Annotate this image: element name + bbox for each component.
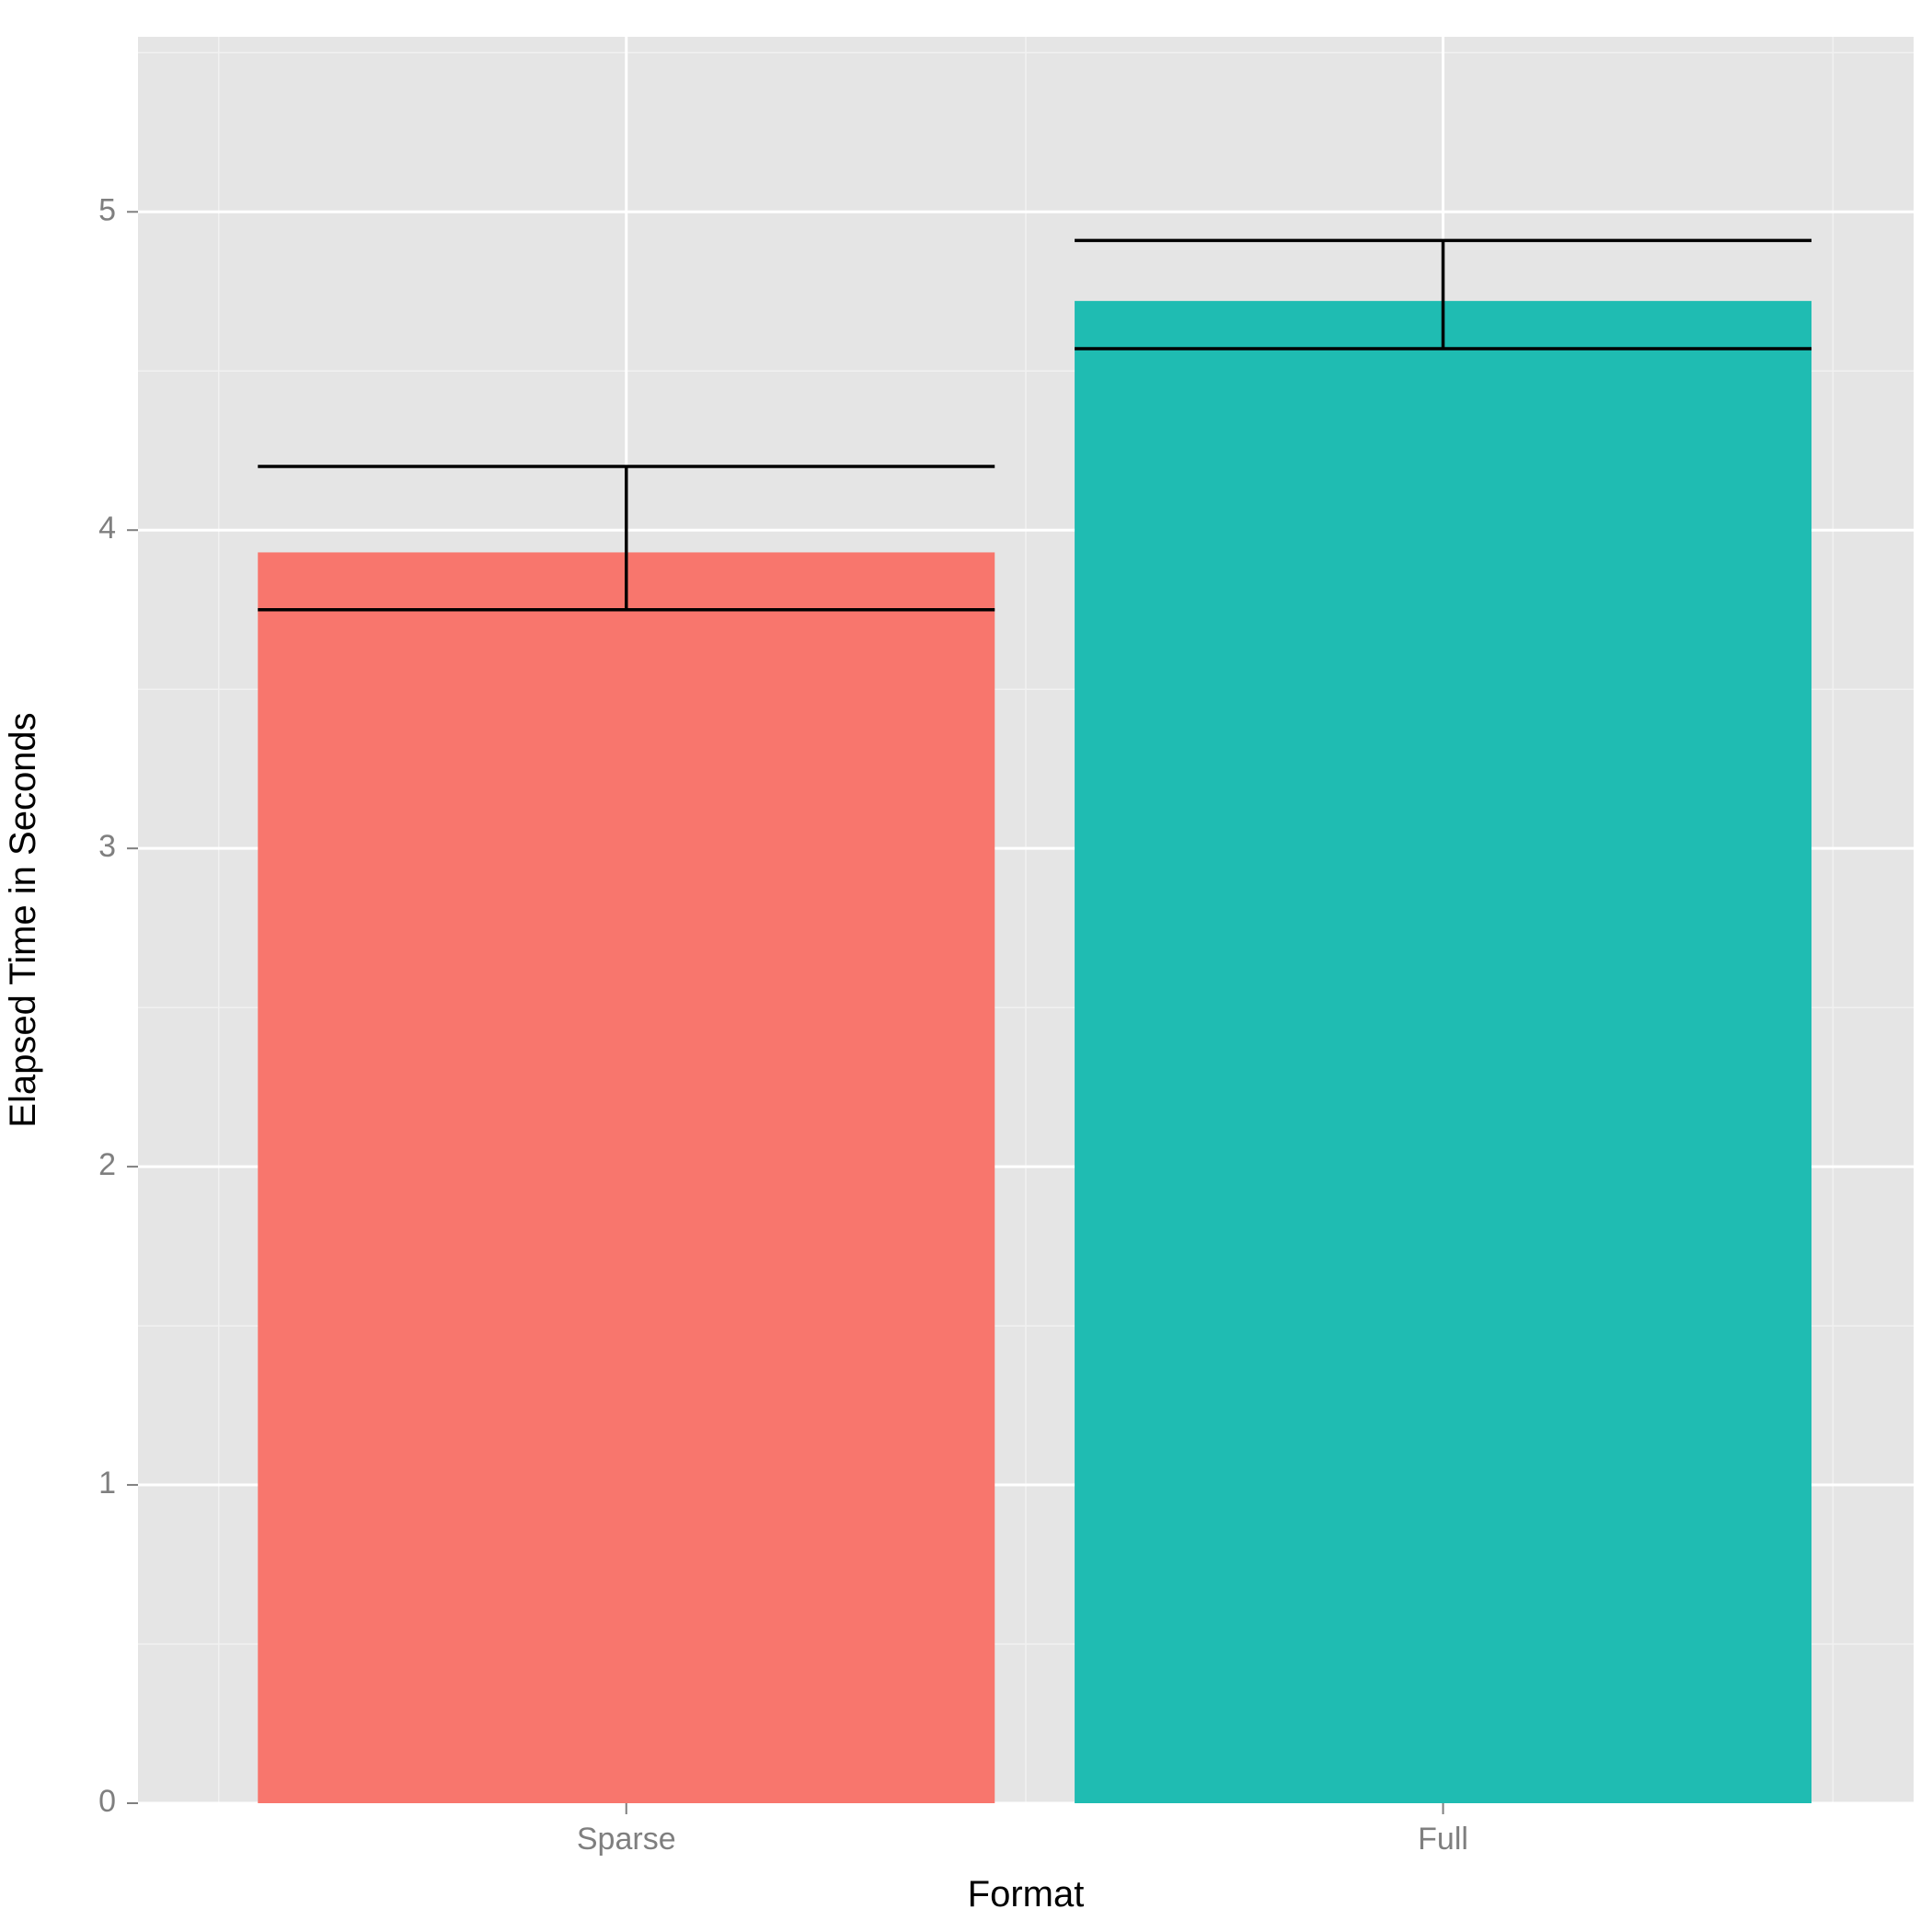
- bar-chart: 0 1 2 3 4 5 Sparse Full Elapsed Time in Seconds F…: [0, 0, 1932, 1932]
- y-tick-label: 2: [98, 1147, 116, 1182]
- chart-svg: 0 1 2 3 4 5 Sparse Full Elapsed Time in Seconds F…: [0, 0, 1932, 1932]
- x-axis-title: Format: [968, 1874, 1085, 1915]
- y-tick-label: 0: [98, 1784, 116, 1819]
- bar-full: [1075, 301, 1811, 1803]
- x-tick-label: Full: [1418, 1822, 1468, 1857]
- x-tick-label: Sparse: [577, 1822, 676, 1857]
- y-tick-label: 4: [98, 511, 116, 546]
- y-axis-title: Elapsed Time in Seconds: [3, 712, 43, 1127]
- y-tick-label: 1: [98, 1466, 116, 1501]
- y-tick-label: 5: [98, 192, 116, 227]
- y-tick-label: 3: [98, 829, 116, 864]
- bar-sparse: [258, 552, 995, 1803]
